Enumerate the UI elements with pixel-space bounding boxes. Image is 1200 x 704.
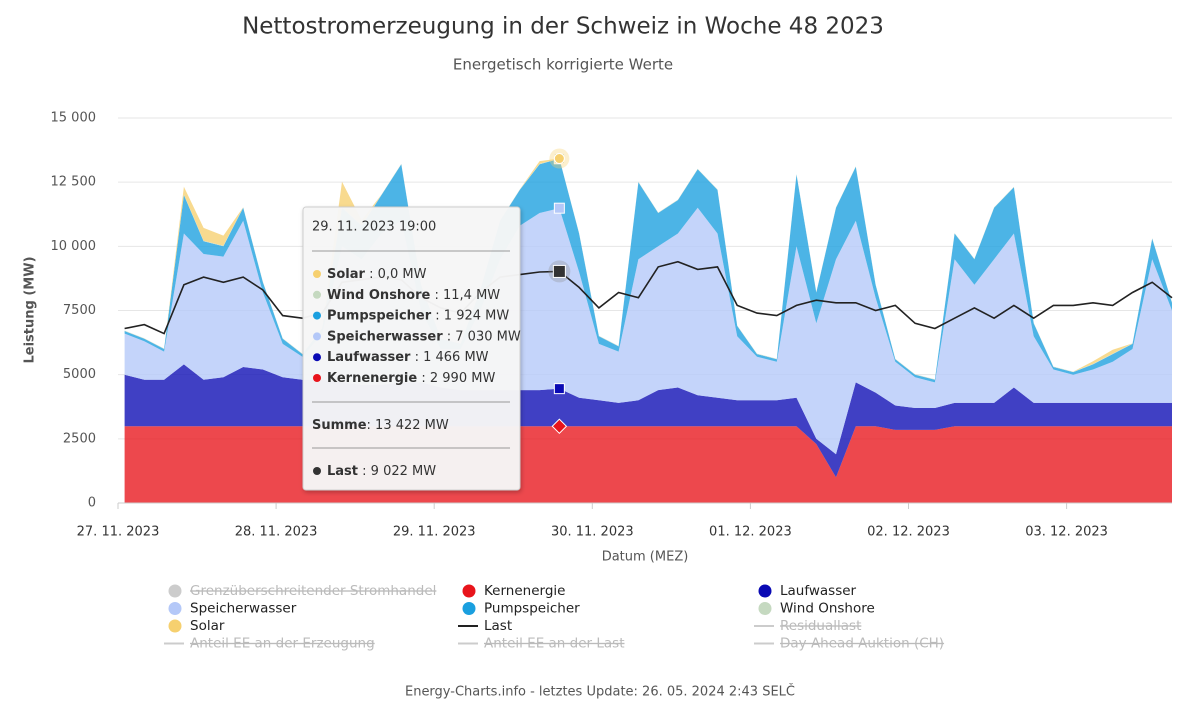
tooltip-sep: : bbox=[443, 329, 456, 344]
chart-subtitle: Energetisch korrigierte Werte bbox=[453, 56, 673, 74]
hover-marker bbox=[553, 153, 565, 165]
x-tick-label: 02. 12. 2023 bbox=[867, 525, 950, 540]
legend-symbol bbox=[168, 619, 182, 633]
tooltip-dot bbox=[313, 467, 321, 475]
legend-label[interactable]: Grenzüberschreitender Stromhandel bbox=[190, 583, 436, 599]
legend-label[interactable]: Anteil EE an der Last bbox=[484, 636, 625, 652]
tooltip-value: 11,4 MW bbox=[443, 287, 500, 302]
tooltip-dot bbox=[313, 270, 321, 278]
line bbox=[124, 260, 1173, 335]
tooltip-row: Pumpspeicher : 1 924 MW bbox=[327, 308, 509, 323]
y-tick-label: 2500 bbox=[63, 431, 96, 446]
chart-title: Nettostromerzeugung in der Schweiz in Wo… bbox=[242, 14, 884, 40]
legend-symbol bbox=[168, 584, 182, 598]
legend-label[interactable]: Pumpspeicher bbox=[484, 601, 580, 617]
x-tick-label: 27. 11. 2023 bbox=[77, 525, 160, 540]
legend-label[interactable]: Solar bbox=[190, 618, 225, 634]
x-tick-label: 29. 11. 2023 bbox=[393, 525, 476, 540]
tooltip-row: Last : 9 022 MW bbox=[327, 464, 436, 479]
legend-symbol bbox=[462, 602, 476, 615]
tooltip-sep: : bbox=[410, 350, 423, 365]
footer: Energy-Charts.info - letztes Update: 26.… bbox=[405, 684, 795, 700]
hover-marker bbox=[553, 202, 565, 214]
x-tick-label: 03. 12. 2023 bbox=[1025, 525, 1108, 540]
legend-label[interactable]: Day Ahead Auktion (CH) bbox=[780, 636, 944, 652]
hover-marker bbox=[553, 383, 565, 395]
y-axis-label: Leistung (MW) bbox=[23, 256, 38, 363]
tooltip-row: Laufwasser : 1 466 MW bbox=[327, 350, 489, 365]
area bbox=[124, 426, 1173, 503]
x-tick-label: 28. 11. 2023 bbox=[235, 525, 318, 540]
y-tick-label: 0 bbox=[88, 496, 96, 511]
tooltip-sep: : bbox=[358, 464, 371, 479]
legend-label[interactable]: Speicherwasser bbox=[190, 601, 297, 617]
tooltip-sep: : bbox=[367, 418, 376, 433]
tooltip-dot bbox=[313, 353, 321, 362]
y-tick-label: 15 000 bbox=[51, 111, 97, 126]
tooltip-value: 1 466 MW bbox=[423, 350, 489, 365]
tooltip-sep: : bbox=[430, 287, 443, 302]
tooltip-value: 7 030 MW bbox=[455, 329, 521, 344]
legend-symbol bbox=[758, 584, 772, 598]
tooltip-name: Speicherwasser bbox=[327, 329, 443, 344]
x-tick-label: 30. 11. 2023 bbox=[551, 525, 634, 540]
hover-marker bbox=[552, 264, 566, 278]
tooltip-value: 13 422 MW bbox=[375, 418, 449, 433]
hover-marker bbox=[551, 418, 568, 435]
tooltip-row: Kernenergie : 2 990 MW bbox=[327, 371, 495, 386]
tooltip-value: 1 924 MW bbox=[444, 308, 510, 323]
tooltip-name: Wind Onshore bbox=[327, 287, 431, 302]
tooltip-name: Summe bbox=[312, 418, 367, 433]
tooltip-name: Kernenergie bbox=[327, 371, 417, 386]
tooltip-box bbox=[302, 206, 521, 491]
tooltip-name: Solar bbox=[327, 267, 366, 282]
tooltip-row: Wind Onshore : 11,4 MW bbox=[327, 287, 500, 302]
tooltip-dot bbox=[313, 311, 321, 320]
tooltip-value: 0,0 MW bbox=[378, 267, 427, 282]
x-tick-label: 01. 12. 2023 bbox=[709, 525, 792, 540]
tooltip: 29. 11. 2023 19:00 Solar : 0,0 MW Wind Ons… bbox=[302, 206, 521, 491]
legend-label[interactable]: Wind Onshore bbox=[780, 601, 875, 617]
tooltip-value: 9 022 MW bbox=[371, 464, 437, 479]
y-tick-label: 7500 bbox=[63, 303, 96, 318]
tooltip-dot bbox=[313, 290, 321, 299]
tooltip-sep: : bbox=[431, 308, 444, 323]
y-tick-label: 5000 bbox=[63, 367, 96, 382]
tooltip-dot bbox=[313, 374, 321, 382]
tooltip-title: 29. 11. 2023 19:00 bbox=[312, 220, 436, 235]
x-axis-label: Datum (MEZ) bbox=[602, 550, 689, 565]
tooltip-row: Summe: 13 422 MW bbox=[312, 418, 449, 433]
y-tick-label: 12 500 bbox=[51, 175, 97, 190]
legend-symbol bbox=[758, 602, 772, 615]
y-tick-label: 10 000 bbox=[51, 239, 97, 254]
tooltip-row: Speicherwasser : 7 030 MW bbox=[327, 329, 521, 344]
tooltip-row: Solar : 0,0 MW bbox=[327, 267, 427, 282]
legend-symbol bbox=[462, 584, 476, 598]
legend-symbol bbox=[168, 602, 182, 615]
legend-label[interactable]: Laufwasser bbox=[780, 583, 857, 599]
tooltip-name: Laufwasser bbox=[327, 350, 411, 365]
tooltip-dot bbox=[313, 332, 321, 341]
tooltip-sep: : bbox=[417, 371, 430, 386]
tooltip-name: Pumpspeicher bbox=[327, 308, 432, 323]
legend-label[interactable]: Anteil EE an der Erzeugung bbox=[190, 636, 375, 652]
legend-label[interactable]: Residuallast bbox=[780, 618, 861, 634]
legend-label[interactable]: Last bbox=[484, 618, 512, 634]
tooltip-value: 2 990 MW bbox=[430, 371, 496, 386]
legend-label[interactable]: Kernenergie bbox=[484, 583, 565, 599]
tooltip-name: Last bbox=[327, 464, 358, 479]
tooltip-sep: : bbox=[365, 267, 378, 282]
